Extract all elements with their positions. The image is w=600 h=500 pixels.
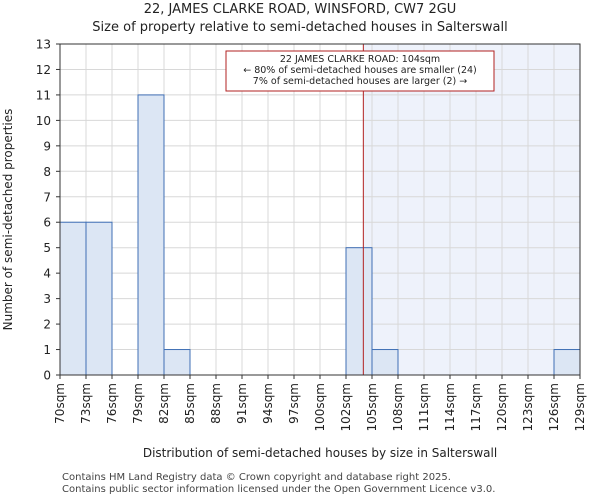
x-tick-label: 82sqm — [157, 383, 171, 424]
x-tick-label: 108sqm — [391, 383, 405, 431]
x-tick-label: 120sqm — [495, 383, 509, 431]
x-tick-label: 70sqm — [53, 383, 67, 424]
x-tick-label: 102sqm — [339, 383, 353, 431]
footer-copyright: Contains HM Land Registry data © Crown c… — [62, 472, 451, 483]
x-tick-label: 97sqm — [287, 383, 301, 424]
bar-105sqm — [371, 349, 399, 376]
bars — [59, 94, 581, 376]
x-tick-label: 94sqm — [261, 383, 275, 424]
annotation-line-1: 22 JAMES CLARKE ROAD: 104sqm — [280, 54, 440, 65]
x-tick-label: 123sqm — [521, 383, 535, 431]
x-axis-label: Distribution of semi-detached houses by … — [143, 446, 497, 460]
x-tick-label: 111sqm — [417, 383, 431, 431]
annotation-line-2: ← 80% of semi-detached houses are smalle… — [243, 65, 477, 76]
bar-79sqm — [137, 94, 165, 376]
x-tick-label: 76sqm — [105, 383, 119, 424]
bar-82sqm — [163, 349, 191, 376]
chart-subtitle: Size of property relative to semi-detach… — [92, 20, 508, 35]
x-tick-label: 129sqm — [573, 383, 587, 431]
y-tick-label: 12 — [36, 63, 51, 77]
annotation-box: 22 JAMES CLARKE ROAD: 104sqm ← 80% of se… — [225, 50, 495, 92]
x-tick-label: 85sqm — [183, 383, 197, 424]
x-tick-label: 105sqm — [365, 383, 379, 431]
y-tick-label: 0 — [43, 369, 51, 383]
x-tick-label: 126sqm — [547, 383, 561, 431]
x-tick-label: 100sqm — [313, 383, 327, 431]
chart-title: 22, JAMES CLARKE ROAD, WINSFORD, CW7 2GU — [143, 2, 457, 17]
x-tick-label: 91sqm — [235, 383, 249, 424]
bar-126sqm — [553, 349, 581, 376]
y-tick-label: 5 — [43, 241, 51, 255]
annotation-line-3: 7% of semi-detached houses are larger (2… — [253, 76, 467, 87]
x-tick-label: 114sqm — [443, 383, 457, 431]
y-axis-label: Number of semi-detached properties — [1, 109, 15, 331]
y-tick-label: 4 — [43, 267, 51, 281]
bar-70sqm — [59, 221, 87, 376]
x-tick-label: 88sqm — [209, 383, 223, 424]
x-axis-ticks: 70sqm 73sqm 76sqm 79sqm 82sqm 85sqm 88sqm 91sqm… — [53, 375, 587, 431]
y-tick-label: 2 — [43, 318, 51, 332]
y-tick-label: 3 — [43, 292, 51, 306]
footer-licence: Contains public sector information licen… — [62, 484, 496, 495]
y-tick-label: 9 — [43, 139, 51, 153]
highlight-region — [363, 44, 580, 375]
y-tick-label: 10 — [36, 114, 51, 128]
x-tick-label: 73sqm — [79, 383, 93, 424]
y-tick-label: 6 — [43, 216, 51, 230]
bar-73sqm — [85, 221, 113, 376]
y-tick-label: 11 — [36, 88, 51, 102]
x-tick-label: 117sqm — [469, 383, 483, 431]
y-tick-label: 1 — [43, 343, 51, 357]
y-tick-label: 7 — [43, 190, 51, 204]
bar-102sqm — [345, 247, 373, 376]
plot-frame — [59, 43, 581, 376]
x-tick-label: 79sqm — [131, 383, 145, 424]
y-tick-label: 13 — [36, 38, 51, 52]
y-tick-label: 8 — [43, 165, 51, 179]
